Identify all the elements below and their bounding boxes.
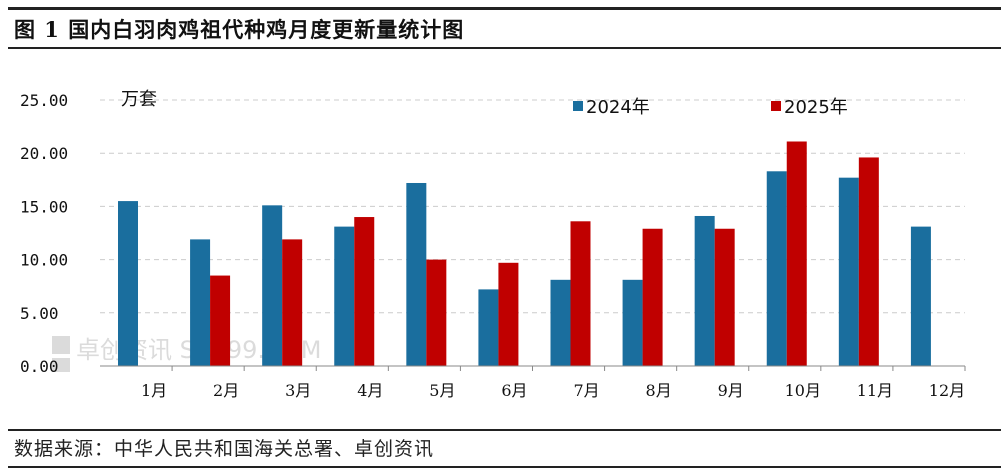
bar-2024-11 [838,177,859,366]
bar-2024-3 [262,205,283,366]
legend-swatch-2024 [573,101,583,111]
bar-2024-8 [622,279,643,366]
y-unit-label: 万套 [121,89,157,110]
x-tick-label: 7月 [573,381,599,400]
bar-2025-6 [498,262,519,366]
bar-2024-4 [334,226,355,366]
source-rule-top [8,429,1001,431]
y-tick-label: 0.00 [20,357,59,376]
bar-2025-4 [354,217,375,366]
bar-2024-9 [694,215,715,366]
title-rule [8,47,1001,49]
bar-2025-3 [282,239,303,366]
bar-2024-10 [766,171,787,366]
x-tick-label: 9月 [718,381,744,400]
x-tick-label: 8月 [646,381,672,400]
x-tick-label: 2月 [213,381,239,400]
chart-title: 图 1 国内白羽肉鸡祖代种鸡月度更新量统计图 [14,17,465,42]
legend: 2024年 2025年 [573,97,848,118]
bar-2024-5 [406,182,427,366]
x-tick-label: 10月 [785,381,821,400]
bar-2025-7 [570,221,591,366]
x-tick-label: 5月 [429,381,455,400]
bar-2024-12 [910,226,931,366]
bar-2025-10 [786,141,807,366]
data-source: 数据来源：中华人民共和国海关总署、卓创资讯 [14,438,435,460]
x-tick-label: 1月 [141,381,167,400]
bar-2024-6 [478,289,499,366]
x-tick-label: 4月 [357,381,383,400]
x-tick-label: 3月 [285,381,311,400]
y-tick-label: 5.00 [20,304,59,323]
y-tick-label: 15.00 [20,197,68,216]
bar-2025-9 [714,228,735,366]
x-tick-label: 11月 [857,381,893,400]
y-tick-label: 25.00 [20,91,68,110]
bar-2024-1 [118,201,138,366]
legend-label-2025: 2025年 [784,97,848,118]
y-tick-label: 20.00 [20,144,68,163]
y-tick-label: 10.00 [20,251,68,270]
x-tick-label: 6月 [501,381,527,400]
bar-2025-8 [642,228,663,366]
source-rule-bottom [8,466,1001,468]
top-rule [8,7,1001,10]
bar-2025-11 [858,157,879,366]
bar-2024-7 [550,279,571,366]
legend-label-2024: 2024年 [586,97,650,118]
x-tick-label: 12月 [929,381,965,400]
legend-swatch-2025 [771,101,781,111]
bar-2024-2 [190,239,211,366]
bar-2025-5 [426,259,447,366]
bar-2025-2 [210,275,231,366]
